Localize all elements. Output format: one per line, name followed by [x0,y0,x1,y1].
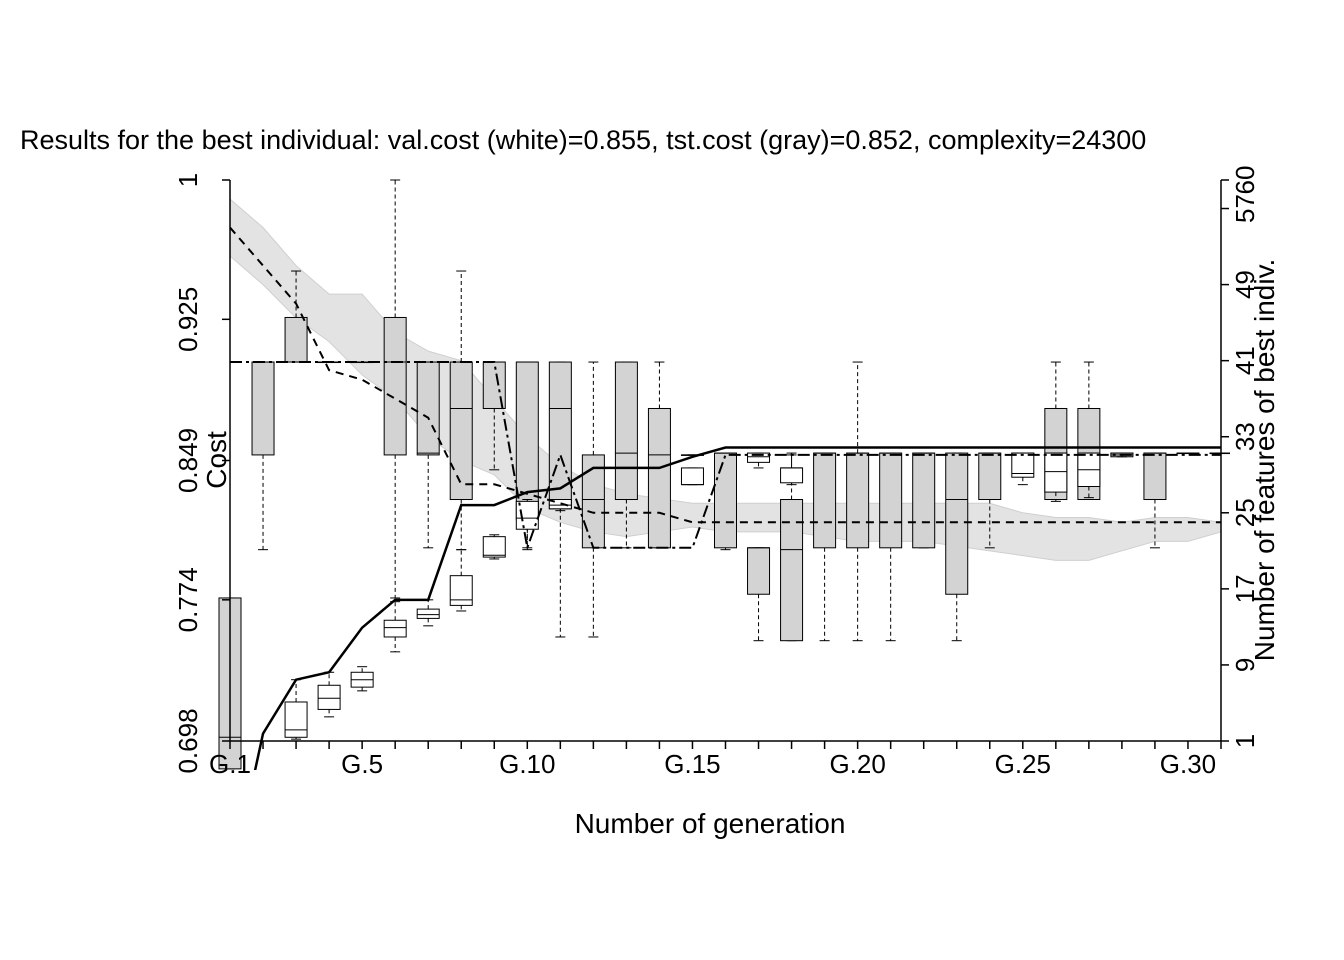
x-tick-label: G.15 [664,749,720,779]
box [780,467,804,484]
box [846,452,870,549]
box [482,536,506,558]
box [383,619,407,638]
box [383,316,407,456]
box [647,407,671,549]
box [1011,452,1035,478]
y2-tick-label: 57 [1230,194,1260,223]
box [548,361,572,510]
box [449,361,473,501]
line [229,226,1221,524]
box [978,452,1002,501]
y2-tick-label: 9 [1230,658,1260,672]
y-tick-label: 0.925 [173,287,203,352]
y2-tick-label: 1 [1230,734,1260,748]
box [1044,452,1068,493]
box [284,701,308,738]
x-axis-title: Number of generation [575,808,846,839]
y2-tick-label: 49 [1230,270,1260,299]
line [253,446,1221,770]
y-tick-label: 0.698 [173,708,203,773]
plot-area [218,179,1230,770]
box [1143,452,1167,501]
box [416,361,440,456]
box [945,452,969,595]
box [284,316,308,363]
box [251,361,275,456]
box [416,608,440,619]
x-tick-label: G.20 [829,749,885,779]
box [912,452,936,549]
line [230,361,1221,552]
box [747,452,771,463]
x-tick-label: G.25 [995,749,1051,779]
x-tick-label: G.1 [209,749,251,779]
y2-tick-label: 25 [1230,498,1260,527]
y-tick-label: 0.849 [173,428,203,493]
box [548,499,572,510]
box [317,684,341,710]
box [714,452,737,549]
y2-tick-label: 17 [1230,574,1260,603]
box [680,467,704,486]
y2-tick-label: 60 [1230,166,1260,195]
box [747,547,771,595]
y2-tick-label: 33 [1230,422,1260,451]
box [614,361,638,501]
x-tick-label: G.30 [1160,749,1216,779]
chart-title: Results for the best individual: val.cos… [20,125,1146,155]
box [449,575,473,606]
x-tick-label: G.5 [341,749,383,779]
box [780,499,804,642]
box [813,452,837,549]
y2-tick-label: 41 [1230,346,1260,375]
x-tick-label: G.10 [499,749,555,779]
y2-axis-title: Number of features of best indiv. [1249,259,1280,662]
y-tick-label: 1 [173,173,203,187]
box [879,452,903,549]
y-tick-label: 0.774 [173,567,203,632]
